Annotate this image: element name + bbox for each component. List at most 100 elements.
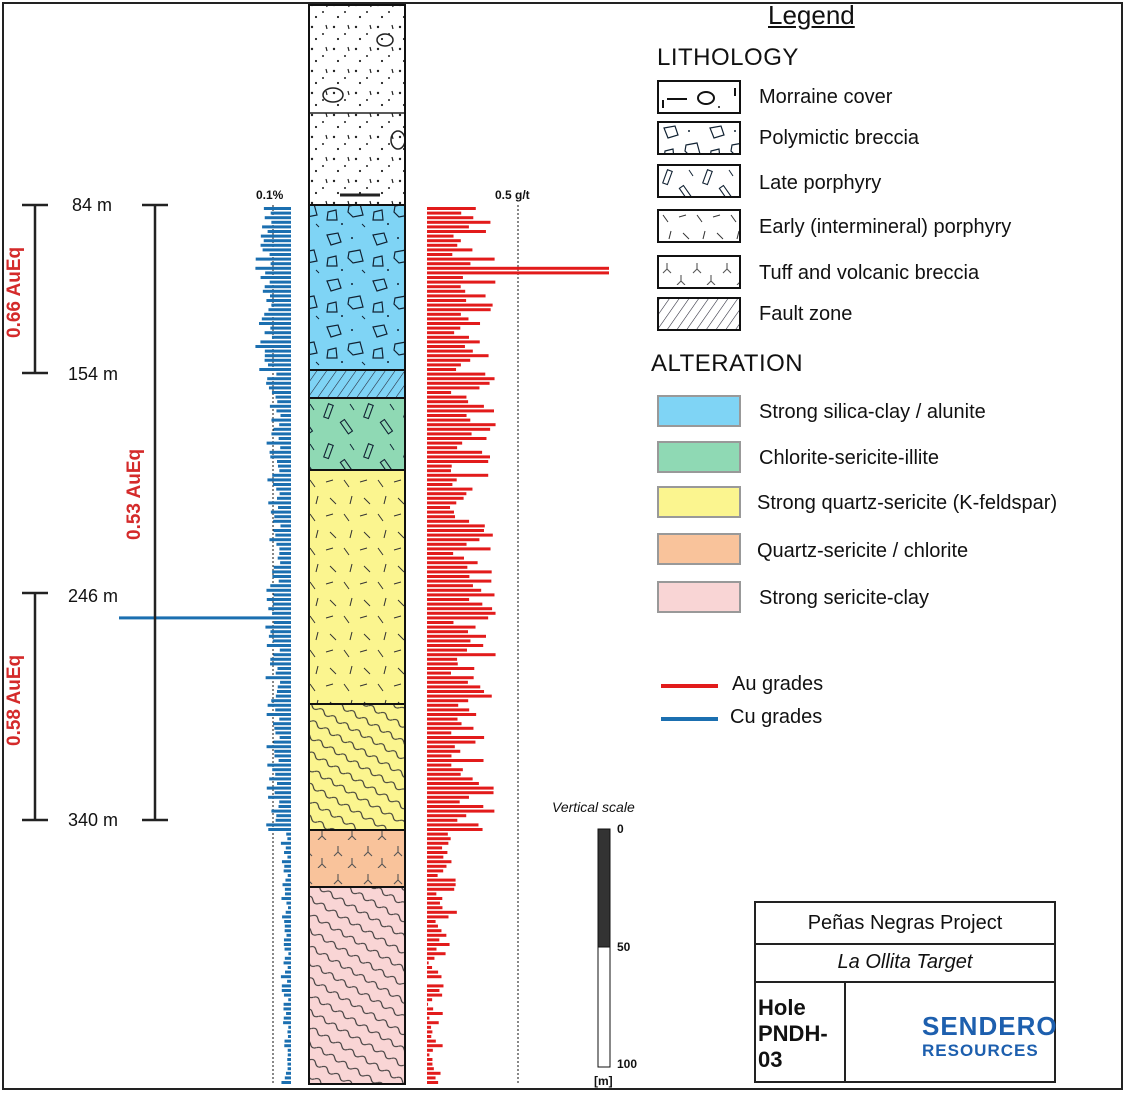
late-porphyry-swatch [657,164,741,198]
cu-grade-bar [269,777,291,781]
au-grade-bar [427,892,437,896]
scale-tick-0: 0 [617,822,624,836]
tuff-texture [309,830,405,887]
cu-grade-bar [287,1035,291,1038]
cu-grade-bar [275,694,291,698]
cu-grade-bar [264,354,291,358]
au-grade-bar [427,437,487,440]
cu-grade-bar [271,220,291,224]
au-grade-bar [427,469,451,473]
cu-grade-bar [279,423,291,427]
au-grade-bar [427,501,457,505]
breccia-texture [309,205,405,370]
cu-grade-bar [274,726,291,730]
au-grade-bar [427,777,473,781]
legend-late-porphyry-label: Late porphyry [759,172,882,194]
cu-grade-bar [270,455,291,459]
cu-grade-bar [269,450,291,454]
cu-grade-bar [270,657,291,661]
cu-grade-bar [269,280,291,284]
au-grade-bar [427,998,433,1002]
morraine-swatch [657,80,741,114]
au-grade-bar [427,220,491,224]
cu-grade-bar [277,460,291,463]
au-grade-bar [427,1067,434,1071]
cu-grade-bar [283,1002,291,1006]
au-grade-bar [427,883,456,887]
cu-grade-bar [270,662,291,666]
cu-grade-bar [281,1081,291,1084]
morraine-texture [309,5,405,205]
au-grade-bar [427,1039,436,1043]
quartz-sericite-swatch [657,486,741,518]
au-grade-bar [427,326,461,330]
chlorite-swatch [657,441,741,473]
cu-grade-bar [270,510,291,514]
cu-grade-bar [267,763,291,767]
au-grade-bar [427,542,467,546]
cu-grade-bar [280,680,291,684]
column-outline [308,4,406,1085]
cu-grade-bar [266,644,291,647]
cu-grade-bar [281,989,291,992]
cu-grade-bar [277,667,291,670]
au-grade-bar [427,565,468,569]
au-grade-bar [427,938,440,942]
depth-label-340: 340 m [68,810,119,830]
au-grade-bar [427,782,479,785]
cu-grade-bar [283,993,291,997]
au-grade-bar [427,487,473,491]
cu-grade-bar [282,883,291,887]
au-grade-bar [427,506,451,509]
cu-grade-bar [271,335,291,339]
au-grade-bar [427,841,449,845]
au-grade-bar [427,492,467,496]
au-grade-bar [427,662,458,666]
cu-grade-bar [272,473,291,477]
au-grade-bar [427,556,464,560]
cu-grade-bar [284,1044,291,1048]
cu-axis-label: 0.1% [256,188,284,202]
cu-grade-bar [287,1030,291,1034]
cu-grade-bar [287,979,291,983]
interval-upper-label: 0.66 AuEq [4,246,25,338]
au-grade-bar [427,736,485,739]
au-grade-bar [427,400,469,404]
cu-grade-bar [283,961,291,965]
cu-grade-bar [266,745,291,749]
legend-morraine-label: Morraine cover [759,86,893,108]
cu-grade-bar [277,400,291,404]
interval-full-label: 0.53 AuEq [124,448,145,540]
cu-grade-bar [284,929,291,933]
cu-grade-bar [266,786,291,790]
cu-grade-bar [279,547,291,551]
au-grade-bar [427,496,464,500]
au-grade-bar [427,713,477,716]
au-grade-bar [427,464,452,468]
au-grade-bar [427,331,455,335]
au-grade-bar [427,984,444,988]
cu-grade-bar [279,717,291,721]
cu-grade-bar [268,828,291,831]
au-grade-bar [427,391,452,394]
cu-grade-bar [274,791,291,795]
au-grade-bar [427,745,455,749]
clast [376,33,394,47]
au-grade-bar [427,874,438,877]
cu-grade-bar [266,381,291,385]
au-grade-bar [427,644,484,647]
legend-fault-label: Fault zone [759,303,853,325]
au-grade-bar [427,579,492,583]
cu-grade-bar [264,358,291,362]
cu-grade-bar [287,1062,291,1066]
au-grade-bar [427,349,473,353]
cu-grade-bar [267,377,291,381]
au-grade-bar [427,956,435,960]
au-grade-bar [427,855,444,859]
cu-grade-bar [267,363,291,367]
au-grade-bar [427,731,452,735]
au-grade-bar [427,345,465,348]
au-grade-bar [427,372,486,376]
depth-label-154: 154 m [68,364,119,384]
